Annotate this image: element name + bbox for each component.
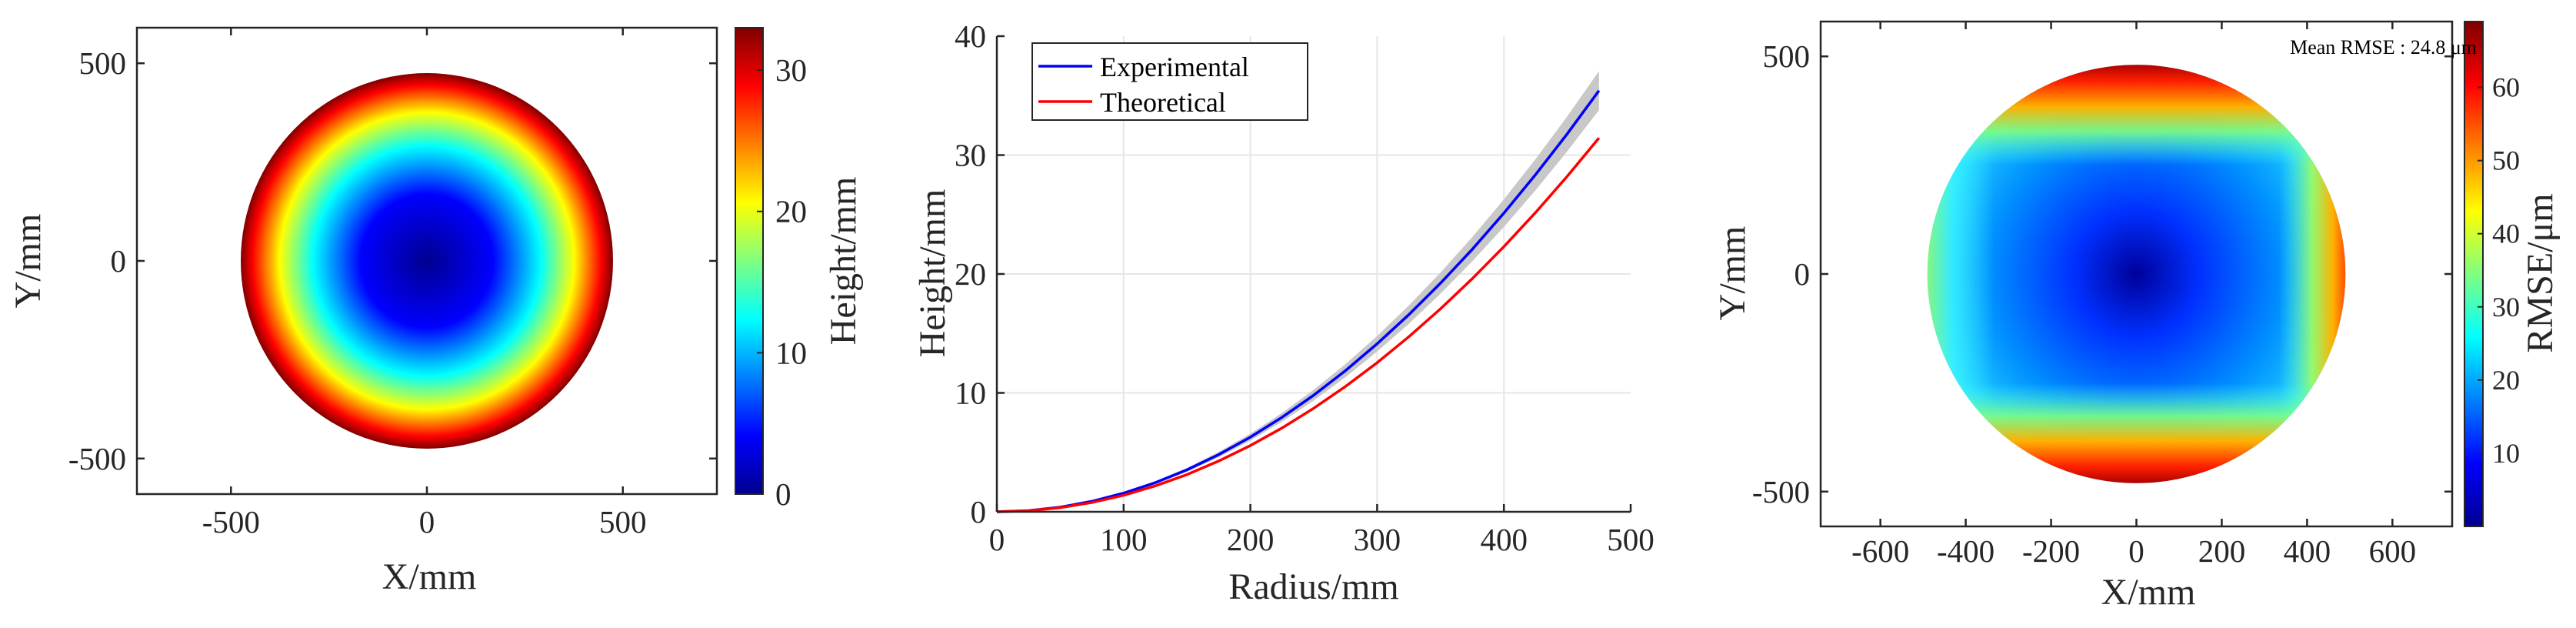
colorbar: [735, 27, 764, 495]
rmse-top-bottom-layer: [1927, 65, 2346, 483]
y-tick-label: 500: [1763, 38, 1811, 74]
series-line-theoretical: [996, 137, 1601, 513]
x-tick-label: -600: [1851, 533, 1909, 569]
x-tick-label: 0: [2128, 533, 2144, 569]
uncertainty-band: [997, 71, 1599, 513]
y-tick-label: -500: [1752, 474, 1810, 509]
colorbar-label: RMSE/μm: [2520, 193, 2561, 352]
x-tick-label: -200: [2022, 533, 2080, 569]
rmse-surface: [1927, 65, 2346, 483]
y-tick-label: 500: [79, 45, 127, 81]
colorbar-tick-label: 20: [2492, 365, 2520, 396]
y-tick-label: 0: [111, 243, 127, 279]
y-tick-label: -500: [68, 441, 126, 476]
x-tick-label: 200: [1227, 522, 1275, 557]
colorbar-label: Height/mm: [823, 177, 864, 346]
y-axis-label: Height/mm: [912, 189, 953, 358]
mean-rmse-annotation: Mean RMSE : 24.8 μm: [2290, 36, 2477, 58]
x-tick-label: 0: [989, 522, 1005, 557]
x-tick-label: -400: [1937, 533, 1994, 569]
colorbar-tick-label: 50: [2492, 145, 2520, 176]
y-tick-label: 20: [955, 256, 986, 292]
x-tick-label: 500: [599, 504, 647, 539]
legend-label-theoretical: Theoretical: [1100, 87, 1226, 118]
x-tick-label: 400: [1480, 522, 1528, 557]
x-axis-label: X/mm: [382, 556, 477, 597]
y-axis-label: Y/mm: [8, 214, 48, 309]
chart-1-height-map: -500 0 500 -500 0 500 0 10 20 30 X/mm Y/mm Height…: [8, 26, 864, 597]
y-tick-label: 0: [971, 494, 987, 529]
colorbar: [2464, 21, 2484, 527]
colorbar-tick-label: 10: [2492, 438, 2520, 469]
legend: Experimental Theoretical: [1031, 42, 1308, 121]
series-line-experimental: [996, 89, 1601, 513]
y-tick-label: 10: [955, 376, 986, 411]
y-axis-label: Y/mm: [1712, 226, 1753, 321]
x-tick-label: 600: [2369, 533, 2417, 569]
y-tick-label: 0: [1795, 256, 1811, 292]
colorbar-tick-label: 0: [775, 476, 791, 512]
legend-label-experimental: Experimental: [1100, 52, 1249, 82]
height-surface: [241, 73, 613, 449]
x-axis-label: X/mm: [2101, 572, 2196, 613]
chart-3-rmse-map: -600 -400 -200 0 200 400 600 -500 0 500 10 20 30 40 50…: [1712, 20, 2561, 613]
x-tick-label: 300: [1354, 522, 1401, 557]
y-tick-label: 40: [955, 18, 986, 54]
x-tick-label: 400: [2284, 533, 2331, 569]
colorbar-tick-label: 60: [2492, 72, 2520, 103]
colorbar-tick-label: 10: [775, 335, 807, 370]
colorbar-tick-label: 30: [2492, 292, 2520, 322]
colorbar-tick-label: 20: [775, 194, 807, 229]
x-axis-label: Radius/mm: [1228, 566, 1398, 607]
colorbar-tick-label: 30: [775, 52, 807, 88]
y-tick-label: 30: [955, 138, 986, 173]
colorbar-tick-label: 40: [2492, 219, 2520, 249]
x-tick-label: -500: [202, 504, 260, 539]
x-tick-label: 200: [2198, 533, 2246, 569]
chart-2-height-profile: 0 100 200 300 400 500 0 10 20 30 40 Radius/mm Heig…: [912, 18, 1655, 607]
legend-box: [1031, 42, 1308, 121]
x-tick-label: 0: [419, 504, 435, 539]
x-tick-label: 500: [1607, 522, 1655, 557]
x-tick-label: 100: [1100, 522, 1148, 557]
